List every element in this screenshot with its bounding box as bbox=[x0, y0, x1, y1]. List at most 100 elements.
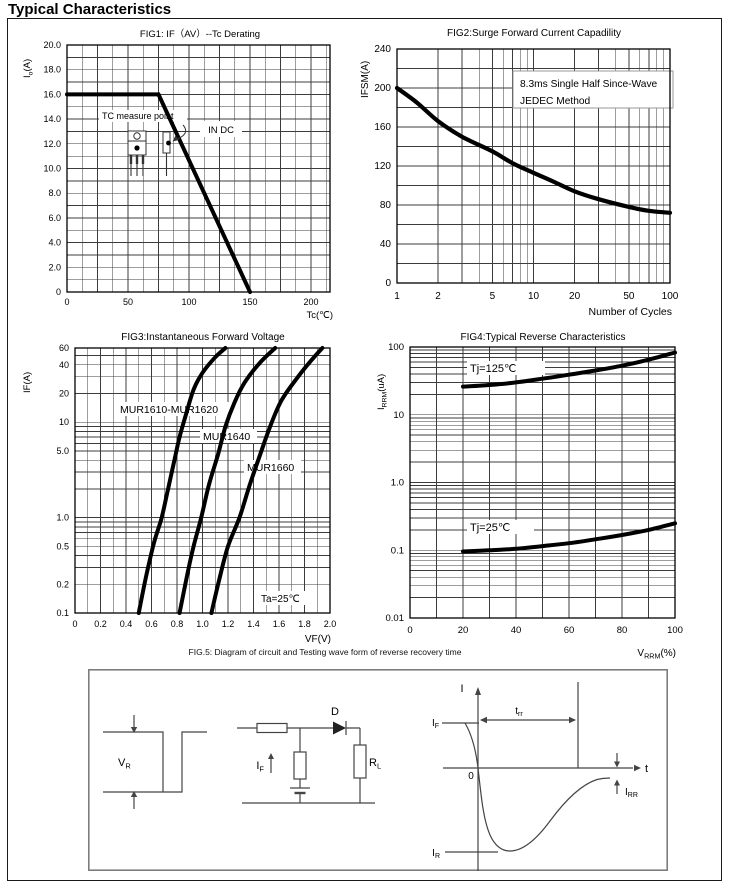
fig5-svg: VR D IF RL I t 0 trr IF IRR IR bbox=[88, 669, 669, 871]
fig2-series-surge forward current bbox=[394, 85, 673, 215]
fig1-annotation: TC measure point bbox=[102, 111, 174, 121]
to220-package-drawing bbox=[127, 124, 187, 176]
fig3-title: FIG3:Instantaneous Forward Voltage bbox=[121, 332, 285, 343]
fig2-surge-current-chart: 1 2 5 10 20 50 100 240 200 160 120 80 40 0 FIG2:Surge … bbox=[350, 22, 710, 320]
fig2-x-tick: 100 bbox=[662, 291, 679, 302]
fig2-x-tick: 2 bbox=[435, 291, 441, 302]
fig4-svg: 0 20 40 60 80 100 100 10 1.0 0.1 0.01 FIG4:Typical … bbox=[376, 332, 683, 660]
fig3-plot-border bbox=[74, 347, 331, 614]
fig1-y-tick: 4.0 bbox=[48, 238, 61, 248]
fig2-y-tick: 160 bbox=[374, 122, 391, 133]
fig3-y-tick: 60 bbox=[59, 343, 69, 353]
time-axis-label: t bbox=[645, 763, 648, 775]
fig3-x-tick: 0.8 bbox=[171, 619, 184, 629]
fig3-y-tick: 0.5 bbox=[56, 541, 69, 551]
fig3-forward-voltage-chart: 0 0.2 0.4 0.6 0.8 1.0 1.2 1.4 1.6 1.8 2.0 60 40 20 10 5… bbox=[10, 326, 346, 648]
trr-right-arrowhead bbox=[569, 716, 576, 724]
ir-label: IR bbox=[432, 848, 440, 860]
fig1-series-IF(AV) derating bbox=[65, 92, 252, 294]
fig1-x-tick: 0 bbox=[64, 297, 69, 307]
fig1-y-tick: 20.0 bbox=[43, 40, 61, 50]
fig4-x-tick: 80 bbox=[617, 625, 628, 636]
fig2-plot-border bbox=[396, 48, 671, 284]
fig4-y-tick: 1.0 bbox=[391, 478, 404, 489]
if-level-label: IF bbox=[432, 718, 439, 730]
fig1-y-axis-label: Io(A) bbox=[22, 59, 34, 78]
fig3-x-tick: 0.4 bbox=[120, 619, 133, 629]
fig3-gridlines bbox=[75, 348, 330, 613]
fig3-y-tick: 40 bbox=[59, 360, 69, 370]
t-axis-arrowhead bbox=[634, 764, 641, 772]
test-circuit-wires bbox=[237, 721, 375, 804]
fig3-x-tick: 1.8 bbox=[298, 619, 311, 629]
fig4-plot-border bbox=[409, 346, 676, 619]
fig4-annotation: Tj=125℃ bbox=[470, 363, 516, 375]
fig4-series-Tj=125℃ bbox=[461, 350, 677, 389]
fig3-annotation: Ta=25℃ bbox=[261, 594, 300, 605]
irr-label: IRR bbox=[625, 787, 638, 799]
fig4-x-tick: 100 bbox=[667, 625, 683, 636]
fig2-y-tick: 80 bbox=[380, 200, 392, 211]
fig3-y-tick: 20 bbox=[59, 389, 69, 399]
fig1-y-tick: 16.0 bbox=[43, 89, 61, 99]
diode-label: D bbox=[331, 706, 339, 718]
fig1-svg: 0 50 100 150 200 20.0 18.0 16.0 14.0 12.0 10.0 8.0 6… bbox=[22, 28, 334, 321]
fig4-x-axis-label: VRRM(%) bbox=[637, 648, 676, 660]
irr-down-arrowhead bbox=[614, 761, 620, 768]
fig3-series-MUR1660 bbox=[209, 346, 325, 615]
fig3-x-axis-label: VF(V) bbox=[305, 634, 331, 645]
fig3-annotation: MUR1610-MUR1620 bbox=[120, 404, 218, 416]
fig4-reverse-characteristics-chart: 0 20 40 60 80 100 100 10 1.0 0.1 0.01 FIG4:Typical … bbox=[350, 326, 710, 666]
tc-point-front-dot bbox=[134, 145, 140, 151]
fig2-x-axis-label: Number of Cycles bbox=[589, 306, 672, 318]
page-title: Typical Characteristics bbox=[8, 1, 172, 18]
fig3-series-MUR1640 bbox=[177, 346, 278, 615]
fig2-x-tick: 50 bbox=[623, 291, 635, 302]
fig3-x-tick: 0.6 bbox=[145, 619, 158, 629]
page-frame bbox=[7, 18, 722, 881]
fig1-plot-border bbox=[66, 44, 331, 293]
fig3-x-tick: 0 bbox=[72, 619, 77, 629]
origin-label: 0 bbox=[468, 771, 474, 782]
fig4-y-tick: 0.1 bbox=[391, 545, 404, 556]
fig2-y-tick: 200 bbox=[374, 83, 391, 94]
fig1-y-tick: 10.0 bbox=[43, 164, 61, 174]
fig5-diagram: VR D IF RL I t 0 trr IF IRR IR bbox=[88, 669, 669, 876]
source-resistor bbox=[293, 751, 307, 780]
package-mounting-hole bbox=[133, 132, 141, 140]
fig3-annotation: MUR1640 bbox=[203, 431, 250, 443]
fig1-y-tick: 6.0 bbox=[48, 213, 61, 223]
fig1-y-tick: 12.0 bbox=[43, 139, 61, 149]
fig3-svg: 0 0.2 0.4 0.6 0.8 1.0 1.2 1.4 1.6 1.8 2.0 60 40 20 10 5… bbox=[22, 332, 337, 645]
fig4-gridlines bbox=[410, 347, 675, 618]
fig1-x-tick: 200 bbox=[303, 297, 318, 307]
trr-label: trr bbox=[515, 706, 523, 718]
fig3-series-MUR1610-MUR1620 bbox=[136, 346, 228, 615]
fig2-y-tick: 120 bbox=[374, 161, 391, 172]
fig3-x-tick: 2.0 bbox=[324, 619, 337, 629]
fig4-x-tick: 40 bbox=[511, 625, 522, 636]
package-leads-lower bbox=[130, 153, 168, 176]
fig1-x-axis-label: Tc(℃) bbox=[307, 310, 334, 321]
fig3-y-tick: 5.0 bbox=[56, 446, 69, 456]
i-axis-arrowhead bbox=[475, 687, 481, 695]
fig3-x-tick: 1.0 bbox=[196, 619, 209, 629]
measure-point-arrowhead bbox=[172, 135, 179, 142]
fig4-annotation: Tj=25℃ bbox=[470, 522, 510, 534]
rl-label: RL bbox=[369, 757, 381, 771]
fig4-x-tick: 60 bbox=[564, 625, 575, 636]
fig1-x-tick: 100 bbox=[181, 297, 196, 307]
load-resistor bbox=[353, 744, 367, 779]
fig1-y-tick: 8.0 bbox=[48, 188, 61, 198]
if-arrowhead bbox=[268, 753, 274, 759]
fig1-y-tick: 2.0 bbox=[48, 262, 61, 272]
fig3-y-axis-label-text: IF(A) bbox=[22, 372, 33, 393]
vr-up-arrowhead bbox=[130, 791, 138, 797]
fig5-border bbox=[88, 669, 669, 871]
axis-label: VRRM(%) bbox=[637, 648, 676, 660]
fig4-x-tick: 0 bbox=[407, 625, 412, 636]
tc-point-side-dot bbox=[166, 140, 171, 146]
fig3-annotation-bg bbox=[117, 402, 237, 416]
irr-up-arrowhead bbox=[614, 779, 620, 786]
trr-left-arrowhead bbox=[480, 716, 487, 724]
